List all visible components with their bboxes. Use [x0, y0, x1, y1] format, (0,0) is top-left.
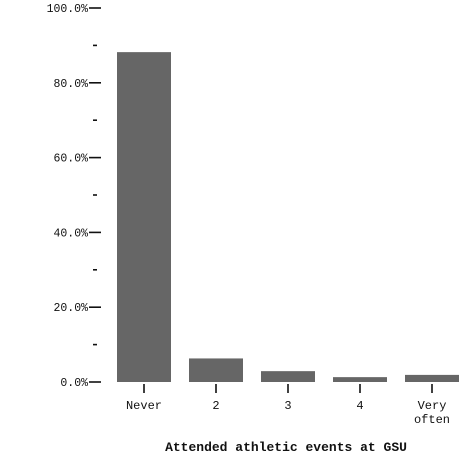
x-tick-label: 3: [284, 399, 291, 413]
y-tick-label: 40.0%: [53, 227, 88, 240]
x-tick-label: Never: [126, 399, 162, 413]
x-tick-label-line: 4: [356, 399, 363, 413]
bar: [405, 374, 459, 382]
y-axis: 0.0% 20.0% 40.0% 60.0% 80.0% 100.0%: [47, 3, 101, 390]
x-tick-label-line: 3: [284, 399, 291, 413]
x-tick-label: Very often: [414, 399, 450, 427]
x-tick-label: 2: [212, 399, 219, 413]
x-tick-label-line: Never: [126, 399, 162, 413]
y-tick-label: 0.0%: [60, 377, 88, 390]
bar: [189, 358, 243, 382]
y-tick-label: 60.0%: [53, 153, 88, 166]
x-axis: Never 2 3 4 Very often: [126, 384, 450, 427]
bar: [333, 377, 387, 382]
x-tick-label-line: 2: [212, 399, 219, 413]
x-axis-title: Attended athletic events at GSU: [165, 440, 407, 455]
x-tick-label-line: Very: [418, 399, 447, 413]
x-tick-label-line: often: [414, 413, 450, 427]
bar: [261, 371, 315, 382]
y-tick-label: 80.0%: [53, 78, 88, 91]
y-tick-label: 20.0%: [53, 302, 88, 315]
x-tick-label: 4: [356, 399, 363, 413]
bars: [117, 52, 459, 383]
bar: [117, 52, 171, 383]
y-tick-label: 100.0%: [47, 3, 89, 16]
